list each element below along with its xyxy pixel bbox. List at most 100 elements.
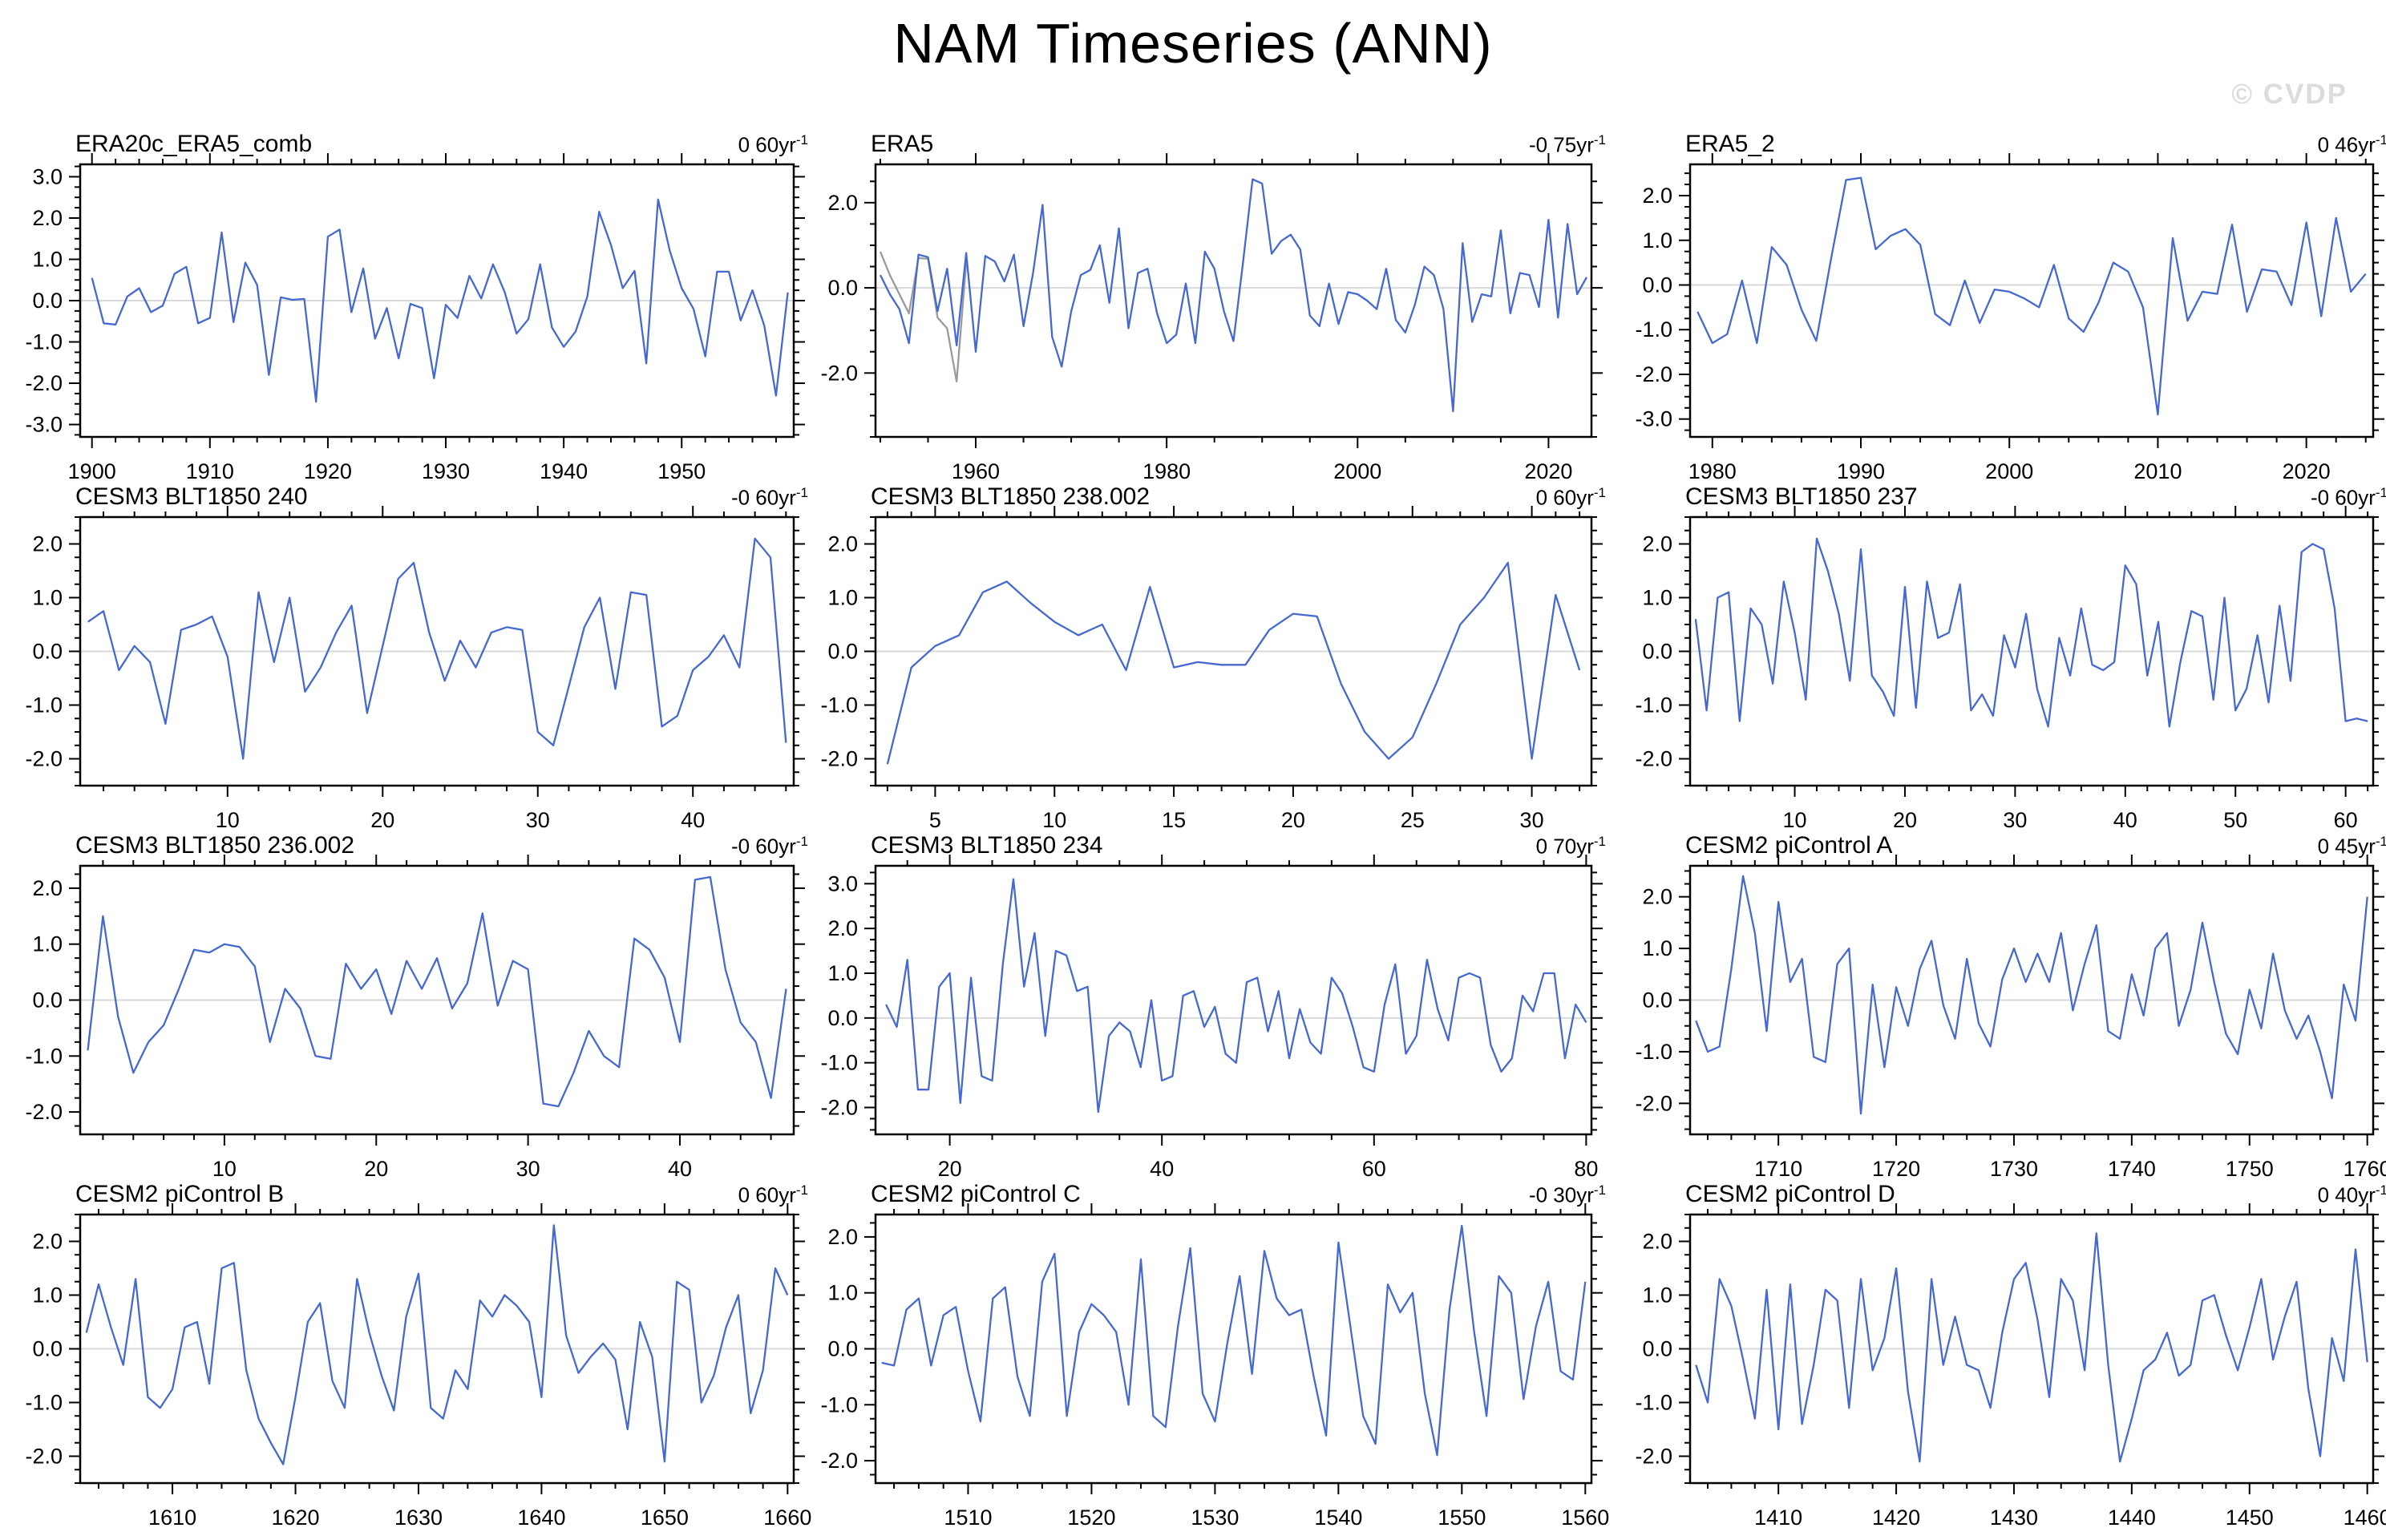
x-tick-label: 1710	[1754, 1157, 1802, 1181]
y-tick-label: -2.0	[1635, 1091, 1672, 1115]
x-tick-label: 30	[516, 1157, 540, 1181]
trend-exponent: -1	[2375, 485, 2386, 501]
y-tick-label: -2.0	[25, 747, 63, 771]
y-tick-label: -2.0	[820, 1449, 858, 1473]
x-tick-label: 1560	[1561, 1506, 1609, 1530]
x-tick-label: 60	[2334, 808, 2358, 832]
y-tick-label: -1.0	[820, 1392, 858, 1417]
y-tick-label: 3.0	[827, 871, 858, 895]
x-tick-label: 2010	[2133, 459, 2182, 483]
x-tick-label: 1420	[1872, 1506, 1920, 1530]
y-tick-label: 1.0	[1642, 936, 1672, 960]
y-tick-label: 2.0	[32, 1230, 63, 1254]
y-tick-label: -1.0	[1635, 317, 1672, 342]
chart-panel-header: CESM2 piControl C -0 30yr-1	[871, 1171, 1606, 1208]
y-tick-label: 2.0	[827, 191, 858, 215]
y-tick-label: -1.0	[1635, 1391, 1672, 1415]
trend-exponent: -1	[2375, 132, 2386, 148]
y-tick-label: 2.0	[1642, 532, 1672, 556]
chart-trend-label: -0 30yr-1	[1528, 1182, 1606, 1207]
data-line	[879, 178, 1588, 413]
x-tick-label: 15	[1162, 808, 1186, 832]
chart-title: CESM3 BLT1850 237	[1685, 483, 1918, 510]
y-tick-label: -1.0	[25, 693, 63, 717]
x-tick-label: 25	[1401, 808, 1425, 832]
y-tick-label: -1.0	[820, 1051, 858, 1075]
x-tick-label: 1650	[641, 1506, 689, 1530]
data-line	[91, 198, 789, 403]
chart-plot: 10 20 30 40 50 60 2.0 1.0 0.0 -1.0 -2.0	[1635, 506, 2384, 832]
chart-panel-header: ERA5 -0 75yr-1	[871, 121, 1606, 158]
y-tick-label: 2.0	[827, 1225, 858, 1249]
x-tick-label: 40	[1150, 1157, 1174, 1181]
x-tick-label: 80	[1574, 1157, 1598, 1181]
trend-exponent: -1	[795, 485, 808, 501]
x-tick-label: 1990	[1837, 459, 1885, 483]
x-tick-label: 1550	[1438, 1506, 1486, 1530]
x-tick-label: 1910	[186, 459, 234, 483]
chart-trend-label: 0 60yr-1	[738, 132, 808, 157]
y-tick-label: 1.0	[32, 586, 63, 610]
y-tick-label: -1.0	[25, 330, 63, 354]
chart-panel-header: ERA5_2 0 46yr-1	[1685, 121, 2386, 158]
data-line	[886, 561, 1581, 765]
data-line	[1696, 176, 2367, 416]
chart-title: CESM3 BLT1850 234	[871, 832, 1103, 859]
chart-plot: 1960 1980 2000 2020 2.0 0.0 -2.0	[820, 153, 1603, 483]
x-tick-label: 1410	[1754, 1506, 1802, 1530]
y-tick-label: 2.0	[827, 532, 858, 556]
x-tick-label: 1740	[2108, 1157, 2156, 1181]
chart-title: CESM2 piControl C	[871, 1181, 1081, 1207]
chart-plot: 10 20 30 40 2.0 1.0 0.0 -1.0 -2.0	[25, 506, 805, 832]
y-tick-label: -2.0	[1635, 362, 1672, 386]
chart-plot: 1900 1910 1920 1930 1940 1950 3.0 2.0 1.0 0.0 -1.0…	[25, 153, 805, 483]
plot-frame	[874, 864, 1593, 1136]
y-tick-label: 2.0	[1642, 184, 1672, 208]
chart-panel-header: ERA20c_ERA5_comb 0 60yr-1	[75, 121, 808, 158]
y-tick-label: 2.0	[1642, 1230, 1672, 1254]
trend-exponent: -1	[795, 834, 808, 850]
plot-frame	[1688, 163, 2375, 439]
chart-panel-header: CESM2 piControl A 0 45yr-1	[1685, 823, 2386, 859]
chart-title: CESM2 piControl B	[75, 1181, 285, 1207]
chart-plot: 20 40 60 80 3.0 2.0 1.0 0.0 -1.0 -2.0	[820, 855, 1603, 1181]
chart-panel-header: CESM2 piControl B 0 60yr-1	[75, 1171, 808, 1208]
x-tick-label: 1760	[2344, 1157, 2386, 1181]
y-tick-label: -2.0	[25, 1445, 63, 1469]
y-tick-label: -2.0	[820, 747, 858, 771]
data-line	[881, 1224, 1587, 1457]
chart-plot: 1980 1990 2000 2010 2020 2.0 1.0 0.0 -1.0 -2.0 -3.…	[1635, 153, 2384, 483]
y-tick-label: -1.0	[820, 693, 858, 717]
x-tick-label: 1750	[2226, 1157, 2274, 1181]
trend-exponent: -1	[1593, 1182, 1606, 1198]
x-tick-label: 50	[2223, 808, 2247, 832]
y-tick-label: 1.0	[1642, 586, 1672, 610]
y-tick-label: -1.0	[25, 1391, 63, 1415]
x-tick-label: 40	[2113, 808, 2137, 832]
y-tick-label: 2.0	[827, 916, 858, 940]
y-tick-label: 0.0	[1642, 273, 1672, 297]
x-tick-label: 1620	[271, 1506, 319, 1530]
x-tick-label: 1640	[517, 1506, 565, 1530]
chart-plot: 1510 1520 1530 1540 1550 1560 2.0 1.0 0.0 -1.0 -2.…	[820, 1203, 1609, 1530]
x-tick-label: 1950	[657, 459, 706, 483]
x-tick-label: 1630	[394, 1506, 443, 1530]
chart-trend-label: 0 60yr-1	[738, 1182, 808, 1207]
x-tick-label: 30	[2003, 808, 2027, 832]
trend-exponent: -1	[1593, 132, 1606, 148]
y-tick-label: 1.0	[827, 961, 858, 985]
y-tick-label: 0.0	[32, 289, 63, 313]
chart-title: ERA5_2	[1685, 131, 1775, 157]
x-tick-label: 1980	[1688, 459, 1737, 483]
x-tick-label: 10	[212, 1157, 237, 1181]
x-tick-label: 20	[1893, 808, 1917, 832]
x-tick-label: 5	[929, 808, 941, 832]
chart-title: CESM3 BLT1850 236.002	[75, 832, 355, 859]
chart-trend-label: 0 45yr-1	[2317, 834, 2386, 859]
y-tick-label: -2.0	[820, 1096, 858, 1120]
chart-plot: 1610 1620 1630 1640 1650 16602.01.00.0-1.0-2.…	[25, 1203, 811, 1530]
y-tick-label: 0.0	[827, 1337, 858, 1361]
y-tick-label: 0.0	[32, 1337, 63, 1361]
chart-title: CESM2 piControl A	[1685, 832, 1893, 859]
x-tick-label: 1730	[1990, 1157, 2038, 1181]
